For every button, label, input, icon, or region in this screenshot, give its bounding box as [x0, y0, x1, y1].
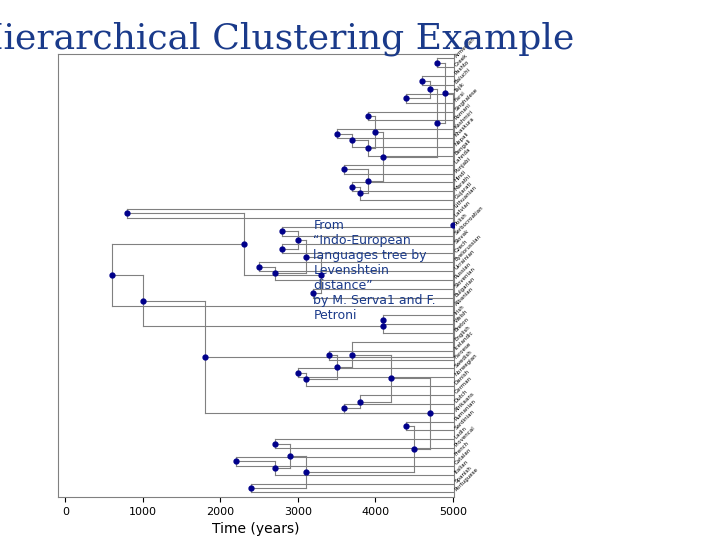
- Text: Pashto: Pashto: [454, 59, 470, 76]
- Text: Icelandic: Icelandic: [454, 330, 475, 350]
- Text: Swedish: Swedish: [454, 349, 474, 368]
- Text: Farsi: Farsi: [454, 90, 467, 103]
- Text: Ukrainian: Ukrainian: [454, 249, 476, 271]
- Text: English: English: [454, 325, 472, 342]
- Text: Serbocroatian: Serbocroatian: [454, 205, 485, 235]
- Text: Dutch: Dutch: [454, 389, 469, 404]
- Text: Bulgarian: Bulgarian: [454, 275, 476, 298]
- Text: Greek: Greek: [454, 52, 469, 68]
- Text: From
“Indo-European
languages tree by
Levenshtein
distance”
by M. Serva1 and F.
: From “Indo-European languages tree by Le…: [313, 219, 436, 322]
- Text: Hindi: Hindi: [454, 169, 467, 183]
- X-axis label: Time (years): Time (years): [212, 522, 300, 536]
- Text: Catalan: Catalan: [454, 447, 472, 466]
- Text: Lahnda: Lahnda: [454, 147, 472, 165]
- Text: French: French: [454, 441, 470, 457]
- Text: Norwegian: Norwegian: [454, 353, 479, 377]
- Text: Khaskura: Khaskura: [454, 117, 476, 138]
- Text: Faroese: Faroese: [454, 341, 472, 360]
- Text: Ladin: Ladin: [454, 425, 468, 439]
- Text: Baluchi: Baluchi: [454, 67, 472, 85]
- Text: Tajik: Tajik: [454, 82, 466, 94]
- Text: Kashmiri: Kashmiri: [454, 109, 474, 129]
- Text: Afrikaans: Afrikaans: [454, 391, 476, 413]
- Text: Latvian: Latvian: [454, 200, 472, 218]
- Text: Irish: Irish: [454, 303, 466, 315]
- Text: Byelorussian: Byelorussian: [454, 234, 482, 262]
- Text: Punjabi: Punjabi: [454, 156, 472, 173]
- Text: Singhalese: Singhalese: [454, 87, 479, 112]
- Text: Hierarchical Clustering Example: Hierarchical Clustering Example: [0, 22, 575, 56]
- Text: Russian: Russian: [454, 261, 472, 280]
- Text: Breton: Breton: [454, 316, 470, 333]
- Text: Czech: Czech: [454, 238, 469, 253]
- Text: Welsh: Welsh: [454, 309, 469, 324]
- Text: Italian: Italian: [454, 459, 469, 475]
- Text: Provencal: Provencal: [454, 426, 477, 448]
- Text: Armenian: Armenian: [454, 36, 477, 58]
- Text: Spanish: Spanish: [454, 464, 473, 483]
- Text: Romani: Romani: [454, 102, 472, 120]
- Text: Marathi: Marathi: [454, 173, 472, 191]
- Text: Portuguese: Portuguese: [454, 467, 480, 492]
- Text: Lithuanian: Lithuanian: [454, 185, 478, 209]
- Text: German: German: [454, 376, 473, 395]
- Text: Gujarati: Gujarati: [454, 181, 473, 200]
- Text: Slovak: Slovak: [454, 228, 470, 245]
- Text: Sardinian: Sardinian: [454, 408, 476, 430]
- Text: Rumanian: Rumanian: [454, 398, 477, 422]
- Text: Slovenian: Slovenian: [454, 266, 477, 289]
- Text: Bengali: Bengali: [454, 138, 472, 156]
- Text: Albanian: Albanian: [454, 286, 474, 306]
- Text: Polish: Polish: [454, 212, 469, 227]
- Text: Nepali: Nepali: [454, 131, 470, 147]
- Text: Danish: Danish: [454, 369, 471, 386]
